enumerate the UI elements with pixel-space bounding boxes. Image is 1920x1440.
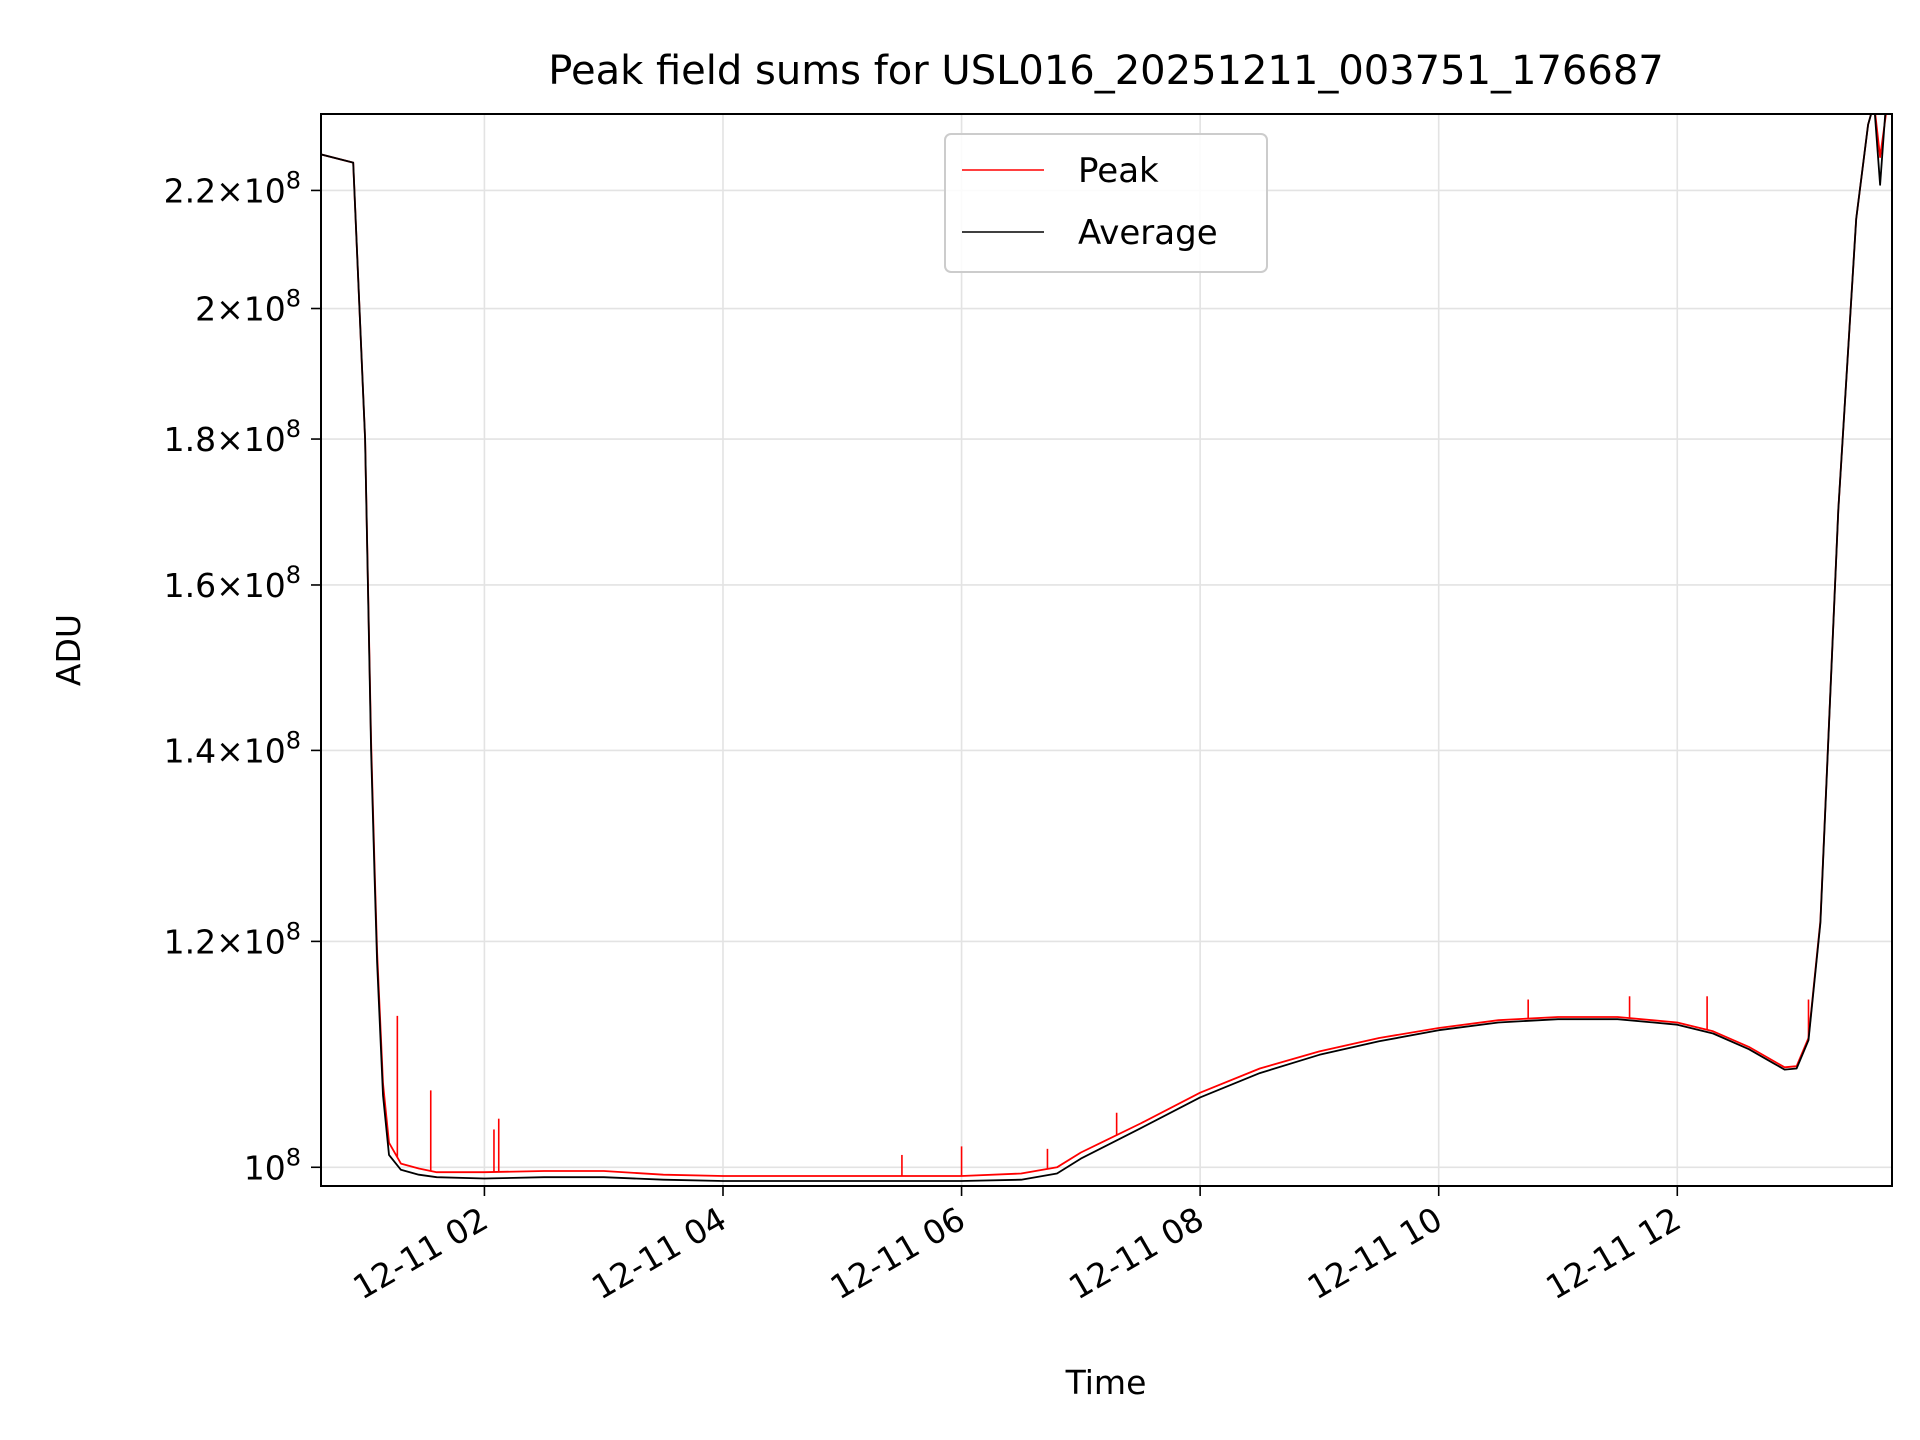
chart-title: Peak field sums for USL016_20251211_0037… bbox=[548, 48, 1663, 94]
x-axis-label: Time bbox=[1065, 1363, 1147, 1402]
grid-lines bbox=[321, 114, 1892, 1186]
y-tick-label: 1.4×108 bbox=[164, 726, 301, 770]
y-tick-label: 2×108 bbox=[195, 285, 301, 329]
y-tick-label: 2.2×108 bbox=[164, 166, 301, 210]
legend-label-peak: Peak bbox=[1078, 151, 1159, 191]
y-axis-ticks: 1081.2×1081.4×1081.6×1081.8×1082×1082.2×… bbox=[164, 166, 321, 1187]
legend-box bbox=[944, 133, 1268, 273]
y-axis-label: ADU bbox=[49, 614, 88, 686]
series-average bbox=[321, 114, 1887, 1182]
y-tick-label: 1.2×108 bbox=[164, 917, 301, 961]
series-line-average bbox=[321, 114, 1887, 1182]
legend: Peak Average bbox=[944, 133, 1268, 273]
plot-frame bbox=[320, 113, 1893, 1187]
y-tick-label: 1.6×108 bbox=[164, 561, 301, 605]
legend-label-average: Average bbox=[1078, 213, 1218, 253]
y-tick-label: 1.8×108 bbox=[164, 415, 301, 459]
series-layer bbox=[321, 114, 1888, 1182]
